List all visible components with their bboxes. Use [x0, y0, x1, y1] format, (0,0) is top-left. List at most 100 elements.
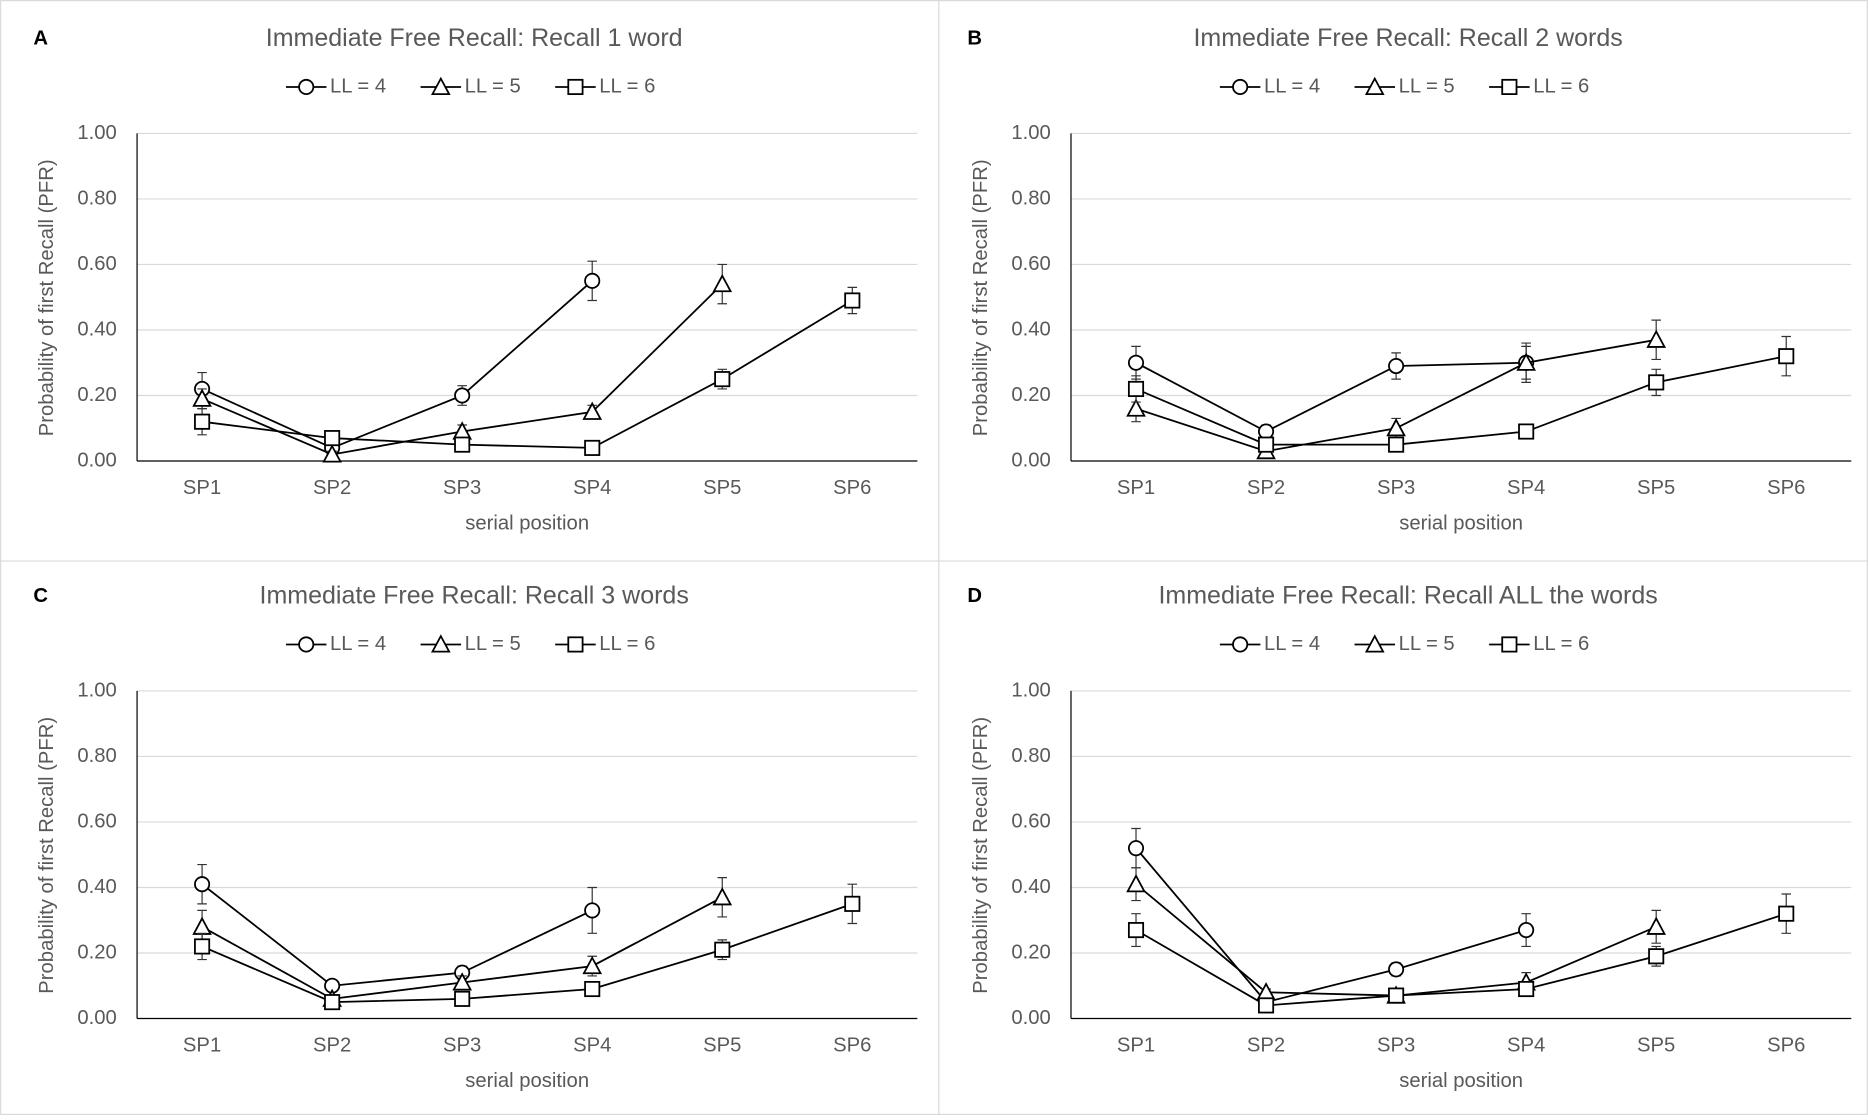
y-tick-label: 0.40: [1011, 876, 1050, 898]
marker: [714, 371, 731, 388]
x-tick-label: SP4: [1507, 477, 1545, 499]
y-tick-label: 0.20: [77, 384, 116, 406]
legend-label: LL = 5: [465, 633, 521, 655]
marker: [454, 387, 471, 404]
series-line: [201, 903, 853, 1004]
y-tick-label: 0.20: [77, 941, 116, 963]
marker: [192, 388, 212, 407]
y-tick-label: 0.60: [1011, 253, 1050, 275]
marker: [194, 938, 211, 955]
series-line: [201, 299, 853, 449]
y-axis-label: Probability of first Recall (PFR): [970, 159, 992, 436]
marker: [454, 990, 471, 1007]
legend-label: LL = 6: [599, 633, 655, 655]
marker: [324, 430, 341, 447]
marker: [1388, 987, 1405, 1004]
panel-label: A: [33, 28, 48, 50]
series-line: [1135, 912, 1787, 1007]
marker: [844, 292, 861, 309]
marker: [584, 980, 601, 998]
marker: [844, 895, 861, 912]
marker: [1127, 380, 1145, 397]
chart-title: Immediate Free Recall: Recall 3 words: [260, 581, 689, 609]
marker: [298, 78, 315, 96]
marker: [298, 636, 315, 653]
y-tick-label: 0.00: [77, 1007, 116, 1029]
y-tick-label: 0.20: [1011, 941, 1050, 963]
x-tick-label: SP5: [703, 477, 741, 499]
marker: [714, 941, 731, 958]
chart-title: Immediate Free Recall: Recall ALL the wo…: [1158, 581, 1657, 609]
marker: [712, 887, 733, 906]
legend-entry: LL = 4: [285, 75, 386, 97]
marker: [1518, 980, 1535, 998]
legend-label: LL = 4: [330, 633, 386, 655]
marker: [454, 436, 471, 453]
chart-title: Immediate Free Recall: Recall 1 word: [266, 24, 683, 52]
marker: [1388, 357, 1405, 375]
y-tick-label: 0.00: [77, 449, 116, 471]
marker: [584, 439, 601, 456]
x-axis-label: serial position: [465, 1070, 589, 1092]
marker: [1778, 348, 1795, 365]
marker: [567, 636, 584, 653]
chart-title: Immediate Free Recall: Recall 2 words: [1193, 24, 1622, 52]
y-tick-label: 1.00: [1011, 122, 1050, 144]
panel-label: D: [967, 585, 982, 607]
y-tick-label: 0.40: [77, 876, 116, 898]
legend-entry: LL = 5: [1354, 633, 1455, 655]
series-line: [201, 280, 593, 449]
legend-label: LL = 6: [1533, 75, 1589, 97]
marker: [1778, 905, 1795, 922]
legend-label: LL = 4: [1264, 75, 1320, 97]
marker: [1388, 961, 1405, 978]
x-tick-label: SP6: [1767, 1034, 1805, 1056]
marker: [1388, 436, 1405, 453]
marker: [1232, 636, 1249, 653]
marker: [1518, 423, 1535, 440]
marker: [194, 413, 211, 430]
series-line: [201, 883, 593, 987]
legend-entry: LL = 5: [420, 633, 521, 655]
x-tick-label: SP6: [833, 1034, 871, 1056]
y-tick-label: 1.00: [77, 122, 116, 144]
marker: [1232, 78, 1249, 96]
y-tick-label: 1.00: [77, 679, 116, 701]
x-tick-label: SP3: [443, 477, 481, 499]
legend-label: LL = 5: [1399, 633, 1455, 655]
x-tick-label: SP4: [573, 1034, 611, 1056]
x-tick-label: SP1: [183, 1034, 221, 1056]
marker: [1127, 840, 1145, 857]
legend-label: LL = 5: [1399, 75, 1455, 97]
marker: [1126, 873, 1146, 893]
x-tick-label: SP1: [1117, 477, 1155, 499]
x-tick-label: SP2: [313, 477, 351, 499]
legend-label: LL = 5: [465, 75, 521, 97]
marker: [194, 876, 211, 893]
marker: [452, 972, 473, 991]
marker: [1386, 418, 1406, 437]
marker: [582, 401, 603, 420]
x-tick-label: SP4: [1507, 1034, 1545, 1056]
legend-entry: LL = 5: [420, 75, 521, 97]
marker: [430, 634, 451, 653]
marker: [324, 994, 341, 1011]
y-axis-label: Probability of first Recall (PFR): [36, 717, 58, 994]
panel-label: C: [33, 585, 48, 607]
legend-label: LL = 6: [599, 75, 655, 97]
legend-entry: LL = 4: [1219, 75, 1320, 97]
marker: [1501, 78, 1518, 96]
marker: [430, 76, 451, 96]
y-tick-label: 0.80: [1011, 187, 1050, 209]
legend-entry: LL = 4: [1219, 633, 1320, 655]
series-line: [1135, 847, 1527, 1004]
x-axis-label: serial position: [1399, 512, 1523, 534]
marker: [1364, 76, 1385, 96]
legend-entry: LL = 6: [555, 75, 655, 97]
legend-entry: LL = 5: [1354, 75, 1455, 97]
y-tick-label: 0.60: [77, 810, 116, 832]
x-tick-label: SP1: [1117, 1034, 1155, 1056]
x-tick-label: SP3: [1377, 1034, 1415, 1056]
